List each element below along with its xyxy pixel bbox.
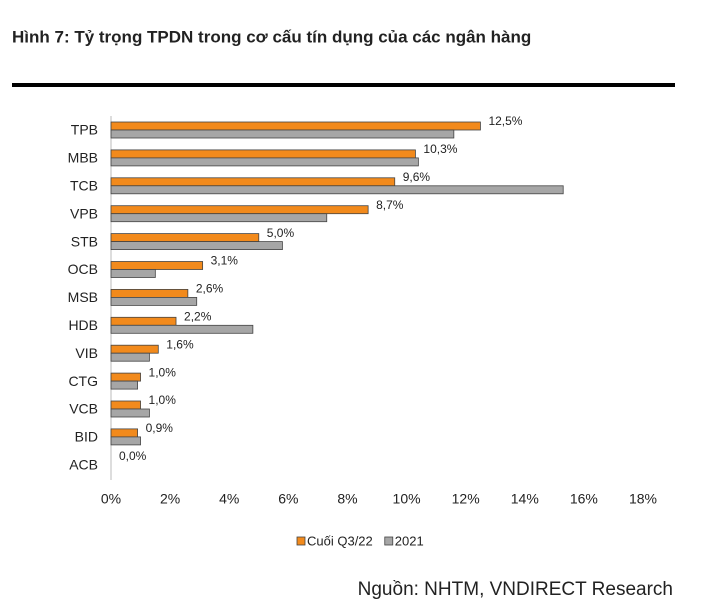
bar [110, 241, 283, 251]
x-tick-label: 18% [629, 491, 657, 507]
x-tick-label: 6% [278, 491, 298, 507]
x-tick-label: 12% [452, 491, 480, 507]
bar [110, 185, 564, 195]
source-note: Nguồn: NHTM, VNDIRECT Research [358, 579, 673, 600]
data-label: 0,0% [119, 449, 147, 463]
data-label: 9,6% [403, 170, 431, 184]
bar [110, 177, 396, 187]
legend-label: 2021 [395, 533, 424, 548]
x-tick-label: 0% [101, 491, 121, 507]
x-tick-label: 10% [393, 491, 421, 507]
bar [110, 324, 254, 334]
bar [110, 261, 204, 270]
data-label: 8,7% [376, 198, 404, 212]
bar [110, 296, 198, 306]
bar [110, 372, 141, 382]
y-tick-label: TCB [70, 178, 98, 194]
data-label: 10,3% [423, 142, 457, 156]
bar [110, 149, 416, 159]
bar [110, 205, 369, 215]
bar [110, 213, 328, 223]
y-tick-label: STB [71, 233, 98, 249]
bar [110, 428, 139, 438]
bar [110, 288, 189, 298]
data-label: 0,9% [146, 421, 174, 435]
y-tick-label: TPB [71, 122, 98, 138]
y-tick-label: CTG [68, 373, 98, 389]
bar [110, 344, 159, 354]
data-label: 5,0% [267, 226, 295, 240]
x-tick-label: 8% [337, 491, 357, 507]
data-label: 12,5% [488, 114, 522, 128]
bar [110, 316, 177, 326]
data-label: 3,1% [211, 254, 239, 268]
bar [110, 121, 481, 131]
x-tick-label: 2% [160, 491, 180, 507]
x-tick-label: 16% [570, 491, 598, 507]
bar [110, 400, 141, 410]
y-tick-label: BID [75, 429, 98, 445]
y-tick-label: ACB [69, 457, 98, 473]
legend-swatch [384, 536, 394, 546]
legend-swatch [296, 536, 306, 546]
y-tick-label: MSB [68, 289, 98, 305]
bar [110, 269, 156, 278]
data-label: 2,2% [184, 309, 212, 323]
bar [110, 352, 150, 362]
data-label: 1,0% [149, 393, 177, 407]
title-rule [12, 83, 675, 87]
legend-label: Cuối Q3/22 [307, 533, 373, 548]
x-tick-label: 14% [511, 491, 539, 507]
data-label: 1,6% [166, 337, 194, 351]
bar [110, 380, 139, 390]
bar [110, 157, 419, 167]
bar [110, 408, 150, 418]
bar [110, 233, 260, 243]
chart-title: Hình 7: Tỷ trọng TPDN trong cơ cấu tín d… [12, 27, 531, 46]
y-tick-label: VPB [70, 205, 98, 221]
data-label: 2,6% [196, 282, 224, 296]
y-tick-label: HDB [68, 317, 98, 333]
bar [110, 129, 455, 139]
y-tick-label: OCB [68, 261, 98, 277]
x-tick-label: 4% [219, 491, 239, 507]
y-tick-label: MBB [68, 150, 98, 166]
y-tick-label: VIB [75, 345, 98, 361]
data-label: 1,0% [149, 365, 177, 379]
y-tick-label: VCB [69, 401, 98, 417]
bar [110, 436, 141, 446]
